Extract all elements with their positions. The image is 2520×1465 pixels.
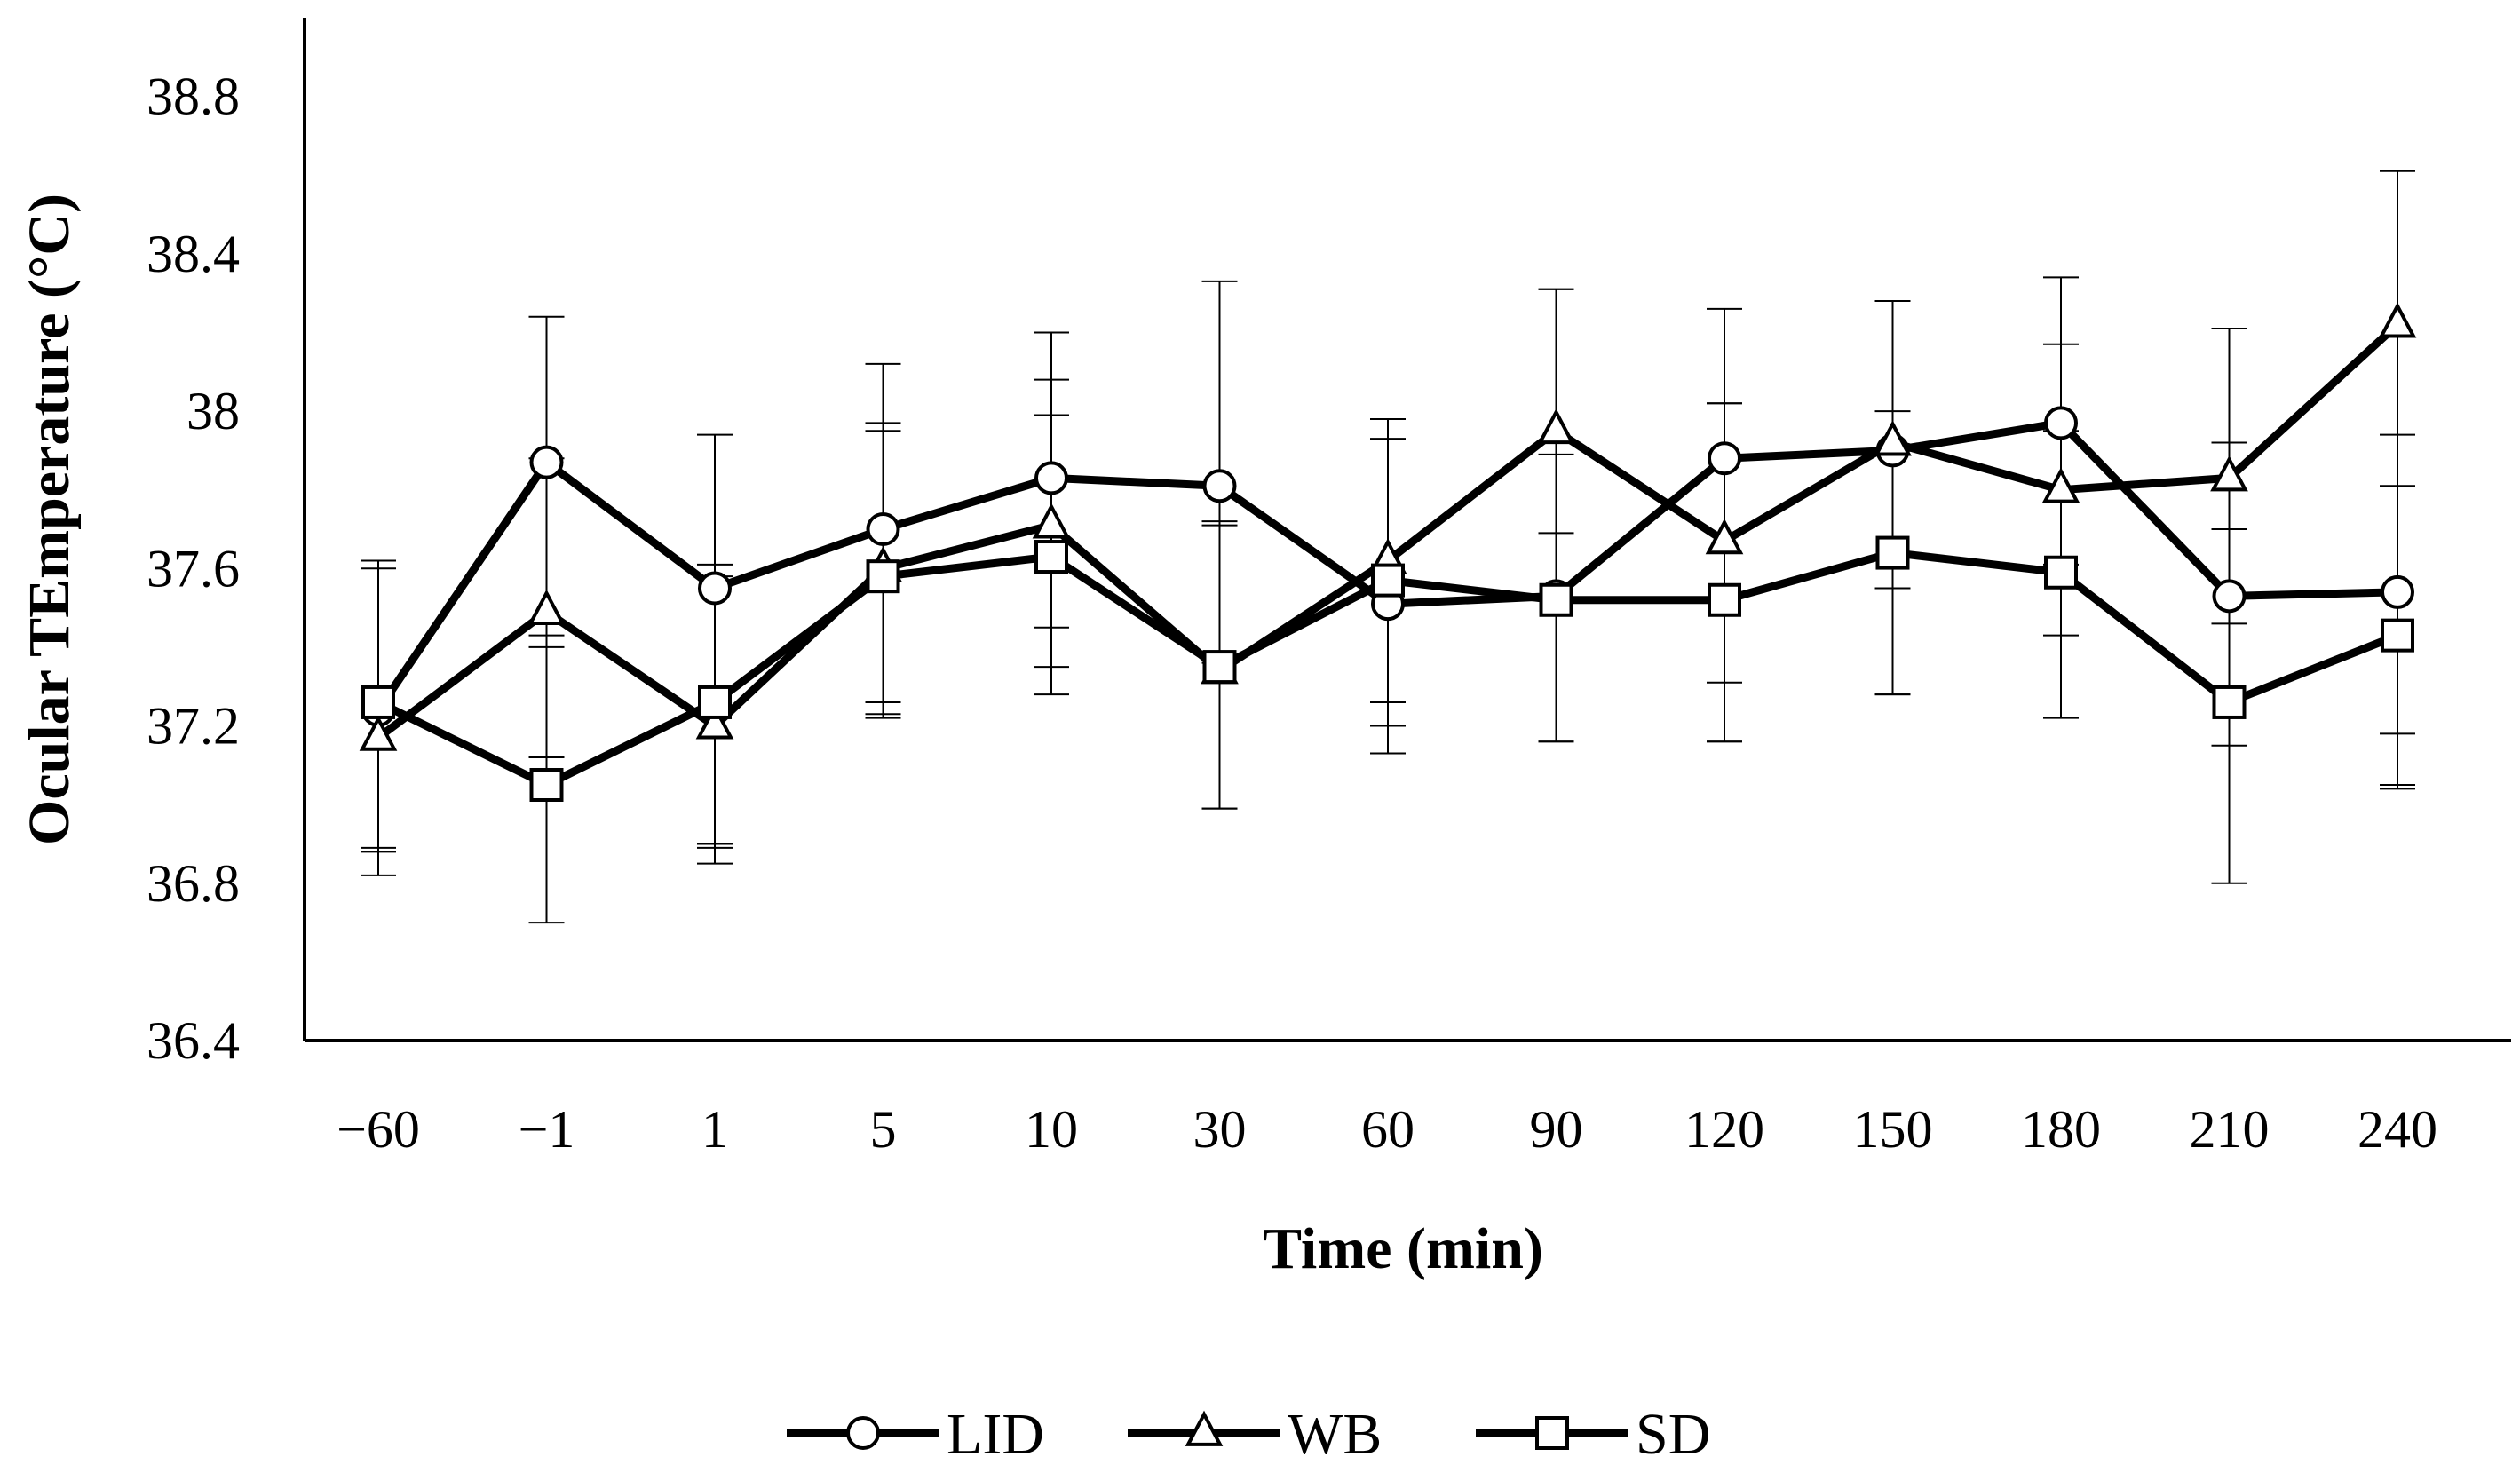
y-tick-label: 36.8 bbox=[147, 854, 240, 913]
legend-label: SD bbox=[1636, 1402, 1710, 1465]
x-tick-label: 240 bbox=[2358, 1100, 2437, 1159]
data-point-lid bbox=[1034, 461, 1068, 495]
y-tick-label: 38.4 bbox=[147, 225, 240, 283]
data-point-sd bbox=[361, 685, 395, 719]
data-point-sd bbox=[1034, 540, 1068, 574]
x-tick-label: 150 bbox=[1853, 1100, 1933, 1159]
data-point-lid bbox=[866, 512, 900, 546]
data-point-sd bbox=[529, 768, 564, 802]
data-point-wb bbox=[695, 703, 734, 740]
y-axis-title: Ocular TEmperature (°C) bbox=[17, 194, 82, 845]
data-point-wb bbox=[1874, 420, 1912, 456]
data-point-lid bbox=[529, 445, 564, 479]
legend-marker bbox=[1185, 1410, 1224, 1446]
x-tick-label: 5 bbox=[870, 1100, 897, 1159]
x-tick-label: 10 bbox=[1025, 1100, 1078, 1159]
data-point-lid bbox=[2044, 406, 2078, 440]
data-point-wb bbox=[1537, 408, 1575, 445]
data-point-wb bbox=[527, 589, 566, 625]
legend-marker bbox=[846, 1416, 880, 1450]
x-tick-label: 60 bbox=[1361, 1100, 1415, 1159]
series-markers bbox=[359, 302, 2417, 802]
data-point-sd bbox=[1371, 563, 1405, 598]
legend-item-sd: SD bbox=[1476, 1402, 1710, 1465]
data-point-sd bbox=[698, 685, 732, 719]
x-tick-label: −1 bbox=[519, 1100, 575, 1159]
data-point-wb bbox=[1032, 503, 1071, 539]
legend-item-lid: LID bbox=[787, 1402, 1044, 1465]
legend-marker bbox=[1535, 1416, 1569, 1450]
data-point-sd bbox=[866, 559, 900, 594]
data-point-lid bbox=[1202, 469, 1237, 503]
x-tick-label: −60 bbox=[337, 1100, 420, 1159]
x-axis-title: Time (min) bbox=[1263, 1216, 1543, 1281]
x-tick-label: 180 bbox=[2021, 1100, 2101, 1159]
x-tick-label: 90 bbox=[1530, 1100, 1583, 1159]
data-point-lid bbox=[698, 571, 732, 606]
axes bbox=[303, 18, 2511, 1042]
data-point-wb bbox=[2210, 455, 2248, 492]
legend-label: LID bbox=[947, 1402, 1044, 1465]
data-point-lid bbox=[2212, 579, 2247, 614]
x-tick-label: 30 bbox=[1193, 1100, 1247, 1159]
data-point-wb bbox=[359, 715, 398, 751]
data-point-wb bbox=[2378, 302, 2417, 338]
data-point-sd bbox=[2212, 685, 2247, 719]
y-tick-labels: 36.4 36.8 37.2 37.6 38 38.4 38.8 bbox=[147, 67, 240, 1070]
x-tick-label: 1 bbox=[701, 1100, 728, 1159]
data-point-sd bbox=[1202, 650, 1237, 685]
x-tick-labels: −60 −1 1 5 10 30 60 90 120 150 180 210 240 bbox=[337, 1100, 2437, 1159]
data-point-wb bbox=[2041, 467, 2080, 503]
legend-item-wb: WB bbox=[1128, 1402, 1382, 1465]
x-tick-label: 120 bbox=[1684, 1100, 1764, 1159]
y-tick-label: 37.2 bbox=[147, 697, 240, 756]
x-tick-label: 210 bbox=[2190, 1100, 2270, 1159]
y-tick-label: 38 bbox=[186, 382, 240, 440]
legend-label: WB bbox=[1288, 1402, 1382, 1465]
data-point-sd bbox=[1875, 535, 1910, 570]
y-tick-label: 36.4 bbox=[147, 1011, 240, 1070]
y-tick-label: 37.6 bbox=[147, 539, 240, 598]
data-point-sd bbox=[1539, 582, 1573, 617]
data-point-wb bbox=[1705, 518, 1744, 555]
data-point-sd bbox=[2381, 618, 2414, 653]
data-point-lid bbox=[2381, 574, 2414, 609]
y-tick-label: 38.8 bbox=[147, 67, 240, 126]
data-point-sd bbox=[1708, 582, 1741, 617]
legend: LID WB SD bbox=[787, 1402, 1710, 1465]
data-point-sd bbox=[2044, 555, 2078, 590]
data-point-lid bbox=[1708, 441, 1741, 476]
